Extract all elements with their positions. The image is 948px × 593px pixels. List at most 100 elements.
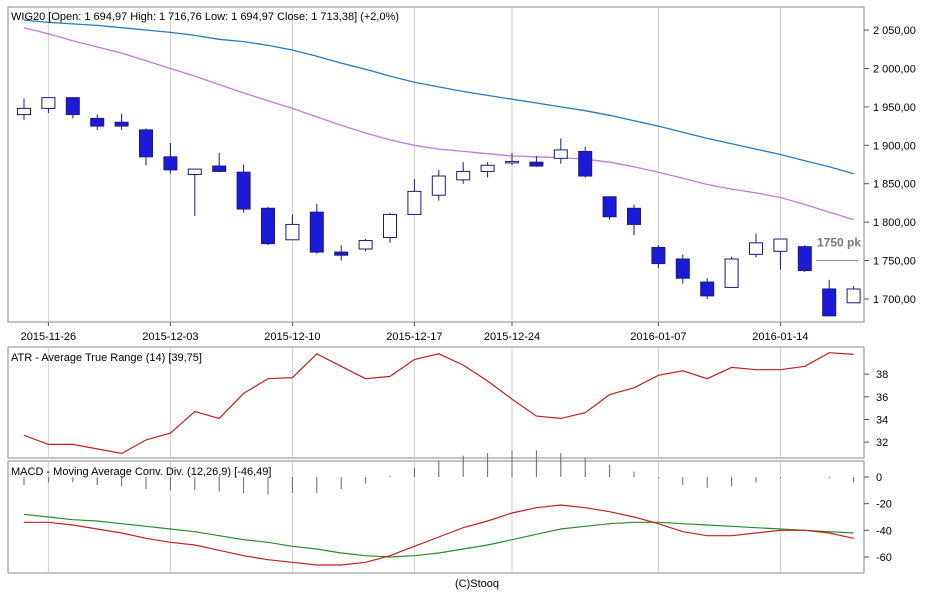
candle [773, 238, 788, 270]
moving-average-violet [23, 27, 854, 221]
date-axis: 2015-11-26 2015-12-03 2015-12-10 2015-12-17… [21, 322, 809, 343]
candle-body [651, 246, 666, 265]
candle-body [17, 107, 31, 116]
macd-panel: 0 -20 -40 -60 MACD - Moving Average Conv. D… [7, 450, 892, 574]
candle [602, 196, 617, 220]
atr-tick-label: 38 [876, 369, 888, 381]
macd-panel-title: MACD - Moving Average Conv. Div. (12,26,… [11, 466, 271, 478]
price-tick-label: 2 000,00 [873, 63, 916, 75]
date-tick-label: 2015-12-03 [142, 331, 198, 343]
macd-tick-label: -20 [876, 499, 892, 511]
macd-series-line [24, 504, 854, 566]
price-tick-label: 1 750,00 [873, 256, 916, 268]
candle [700, 278, 715, 299]
macd-tick-label: 0 [876, 472, 882, 484]
candle-body [846, 288, 861, 304]
candle-body [163, 156, 178, 171]
date-tick-label: 2016-01-14 [752, 331, 808, 343]
price-panel-title: WIG20 [Open: 1 694,97 High: 1 716,76 Low… [11, 11, 399, 23]
atr-panel-frame [7, 346, 865, 459]
moving-average-blue [23, 19, 854, 175]
sma-violet-line [23, 27, 854, 221]
price-panel: 1750 pk 1 700,00 1 750,00 1 800,00 1 850,00… [7, 6, 916, 343]
atr-tick-label: 34 [876, 414, 888, 426]
candle-body [358, 240, 373, 250]
candle-body [700, 281, 715, 297]
price-panel-frame [7, 6, 865, 323]
candle [163, 142, 178, 174]
price-tick-label: 1 800,00 [873, 217, 916, 229]
candle-body [383, 213, 397, 238]
macd-axis: 0 -20 -40 -60 [864, 472, 892, 564]
candle-body [529, 161, 544, 167]
candle [212, 152, 227, 173]
candle-body [822, 288, 837, 317]
candle [334, 245, 349, 261]
price-tick-label: 1 950,00 [873, 102, 916, 114]
price-tick-label: 1 900,00 [873, 140, 916, 152]
candle-body [749, 242, 763, 255]
price-tick-label: 2 050,00 [873, 25, 916, 37]
candle-body [627, 207, 641, 225]
candle-body [285, 223, 300, 241]
candle-body [65, 97, 80, 116]
date-tick-label: 2015-12-24 [484, 331, 540, 343]
candle [529, 156, 544, 167]
footer-credit: (C)Stooq [455, 578, 499, 590]
candle-body [480, 164, 495, 172]
candle [114, 113, 129, 130]
candle-body [309, 211, 324, 253]
candle [261, 206, 275, 246]
candle [553, 138, 568, 164]
candle [17, 98, 31, 120]
atr-panel-title: ATR - Average True Range (14) [39,75] [11, 352, 202, 364]
candle-body [724, 258, 739, 288]
annotation-label: 1750 pk [817, 236, 861, 250]
candle [578, 146, 593, 178]
candle-body [212, 165, 227, 172]
price-axis: 1 700,00 1 750,00 1 800,00 1 850,00 1 900,00… [864, 25, 916, 306]
candle-body [773, 238, 788, 252]
atr-gridlines [47, 347, 781, 458]
candle-body [139, 129, 153, 158]
candle [480, 162, 495, 178]
candle-body [114, 121, 129, 127]
atr-panel: 32 34 36 38 ATR - Average True Range (14) [… [7, 346, 888, 459]
candle-body [797, 246, 812, 272]
candle [749, 233, 763, 258]
candle [651, 245, 666, 269]
candle [456, 162, 471, 184]
candle-body [407, 190, 422, 215]
candle-body [578, 150, 593, 177]
candle-body [187, 168, 202, 175]
candle [41, 97, 56, 114]
macd-panel-frame [7, 460, 865, 574]
candle-body [334, 251, 349, 256]
signal-series-line [23, 513, 854, 558]
candle-body [431, 175, 446, 196]
candle [797, 245, 812, 273]
candle [187, 168, 202, 216]
price-tick-label: 1 850,00 [873, 179, 916, 191]
candle [65, 97, 80, 119]
price-tick-label: 1 700,00 [873, 294, 916, 306]
macd-tick-label: -40 [876, 525, 892, 537]
candle-body [261, 207, 275, 245]
candle-body [41, 97, 56, 109]
candle-body [456, 170, 471, 181]
candle-body [675, 258, 690, 279]
candle-body [505, 160, 519, 164]
candle [236, 164, 251, 213]
candle [627, 204, 641, 236]
atr-axis: 32 34 36 38 [864, 369, 888, 449]
candle [431, 169, 446, 201]
atr-line [23, 352, 854, 455]
candle [383, 212, 397, 243]
candle-body [602, 196, 617, 218]
candlesticks [17, 97, 861, 317]
macd-signal-line [23, 513, 854, 558]
atr-tick-label: 36 [876, 392, 888, 404]
macd-tick-label: -60 [876, 552, 892, 564]
